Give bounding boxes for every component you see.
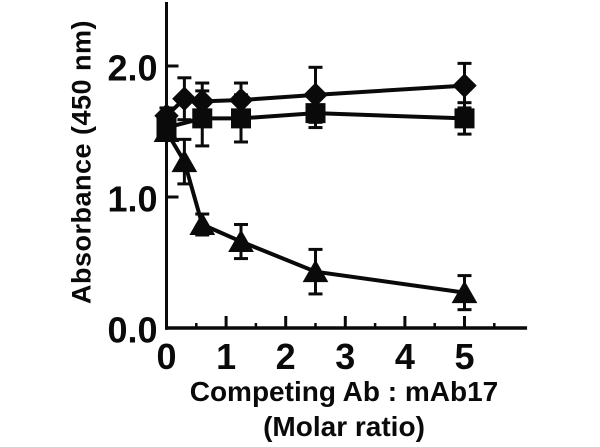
diamond-marker	[190, 89, 215, 114]
diamond-marker	[452, 73, 477, 98]
triangle-marker	[171, 149, 198, 173]
x-tick-label: 1	[216, 336, 236, 377]
triangle-marker	[451, 280, 478, 304]
y-tick-label: 1.0	[107, 179, 157, 220]
triangle-marker	[189, 212, 216, 236]
square-marker	[454, 108, 475, 129]
x-tick-label: 5	[454, 336, 474, 377]
diamond-marker	[172, 86, 197, 111]
y-axis-title: Absorbance (450 nm)	[66, 19, 97, 305]
triangle-marker	[228, 229, 254, 253]
diamond-marker	[303, 82, 328, 108]
x-tick-label: 2	[276, 336, 296, 377]
x-axis-title-line2: (Molar ratio)	[263, 411, 425, 442]
diamond-marker	[228, 87, 254, 113]
x-tick-label: 3	[335, 336, 355, 377]
y-tick-label: 0.0	[107, 310, 157, 351]
y-tick-label: 2.0	[107, 48, 157, 89]
triangle-marker	[302, 259, 329, 283]
triangle-marker	[153, 119, 180, 142]
x-tick-label: 4	[395, 336, 415, 377]
x-axis-title-line1: Competing Ab : mAb17	[189, 376, 499, 407]
x-tick-label: 0	[156, 336, 176, 377]
